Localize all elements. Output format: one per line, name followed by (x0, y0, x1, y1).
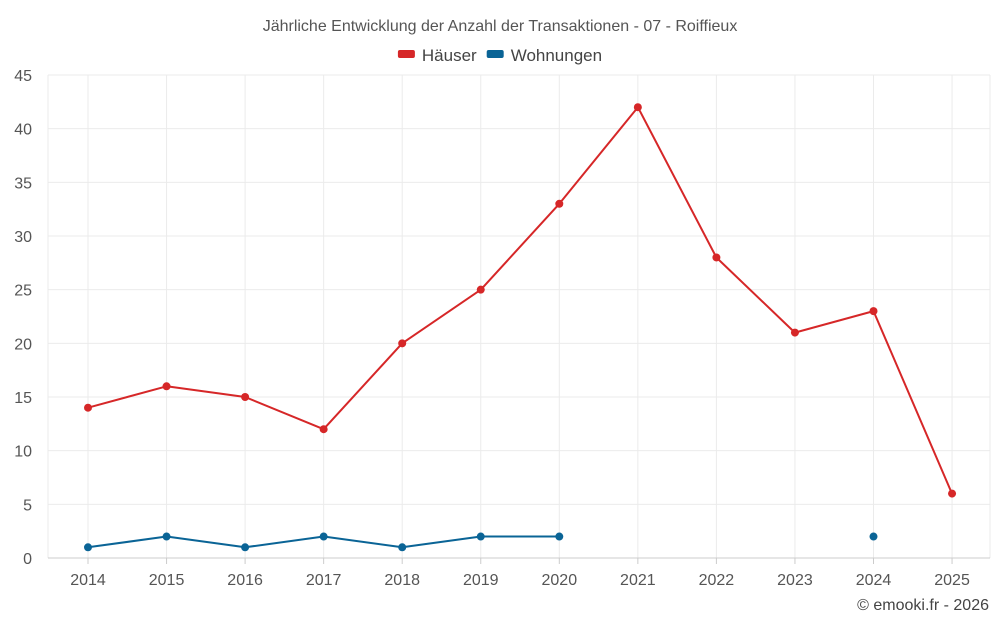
data-point[interactable] (555, 199, 564, 208)
series-wohnungen (84, 532, 878, 552)
data-point[interactable] (319, 425, 328, 434)
data-point[interactable] (476, 532, 485, 541)
y-tick-label: 25 (14, 283, 32, 300)
x-tick-label: 2015 (149, 572, 185, 589)
data-point[interactable] (398, 339, 407, 348)
legend-label: Wohnungen (511, 46, 602, 65)
x-tick-label: 2018 (384, 572, 420, 589)
x-tick-label: 2017 (306, 572, 342, 589)
chart-title: Jährliche Entwicklung der Anzahl der Tra… (263, 18, 738, 35)
data-point[interactable] (555, 532, 564, 541)
x-tick-label: 2023 (777, 572, 813, 589)
data-point[interactable] (241, 543, 250, 552)
series-haeuser (84, 103, 957, 498)
y-tick-label: 15 (14, 390, 32, 407)
legend-swatch (486, 50, 504, 58)
data-point[interactable] (790, 328, 799, 337)
x-tick-label: 2021 (620, 572, 656, 589)
data-point[interactable] (869, 307, 878, 316)
legend-label: Häuser (422, 46, 477, 65)
data-point[interactable] (398, 543, 407, 552)
grid-lines (47, 74, 991, 558)
series-line (87, 106, 953, 495)
data-point[interactable] (162, 532, 171, 541)
x-tick-label: 2014 (70, 572, 106, 589)
y-tick-label: 40 (14, 122, 32, 139)
y-tick-label: 35 (14, 175, 32, 192)
x-tick-label: 2022 (699, 572, 735, 589)
y-tick-label: 0 (23, 551, 32, 568)
x-tick-label: 2016 (227, 572, 263, 589)
credit-label: © emooki.fr - 2026 (857, 597, 989, 614)
data-point[interactable] (476, 285, 485, 294)
data-point[interactable] (633, 103, 642, 112)
x-tick-label: 2019 (463, 572, 499, 589)
x-tick-label: 2025 (934, 572, 970, 589)
y-tick-label: 5 (23, 497, 32, 514)
data-point[interactable] (712, 253, 721, 262)
data-point[interactable] (84, 403, 92, 412)
data-series (84, 103, 957, 552)
x-tick-label: 2020 (542, 572, 578, 589)
legend-item[interactable]: Häuser (397, 46, 477, 65)
y-tick-label: 20 (14, 336, 32, 353)
data-point[interactable] (162, 382, 171, 391)
y-tick-label: 10 (14, 444, 32, 461)
data-point[interactable] (84, 543, 92, 552)
x-tick-label: 2024 (856, 572, 892, 589)
y-tick-label: 30 (14, 229, 32, 246)
legend-swatch (397, 50, 415, 58)
y-tick-label: 45 (14, 68, 32, 85)
data-point[interactable] (948, 489, 957, 498)
data-point[interactable] (241, 393, 250, 401)
data-point[interactable] (869, 532, 878, 541)
legend-item[interactable]: Wohnungen (486, 46, 602, 65)
chart-legend[interactable]: Häuser Wohnungen (397, 46, 602, 65)
data-point[interactable] (319, 532, 328, 541)
